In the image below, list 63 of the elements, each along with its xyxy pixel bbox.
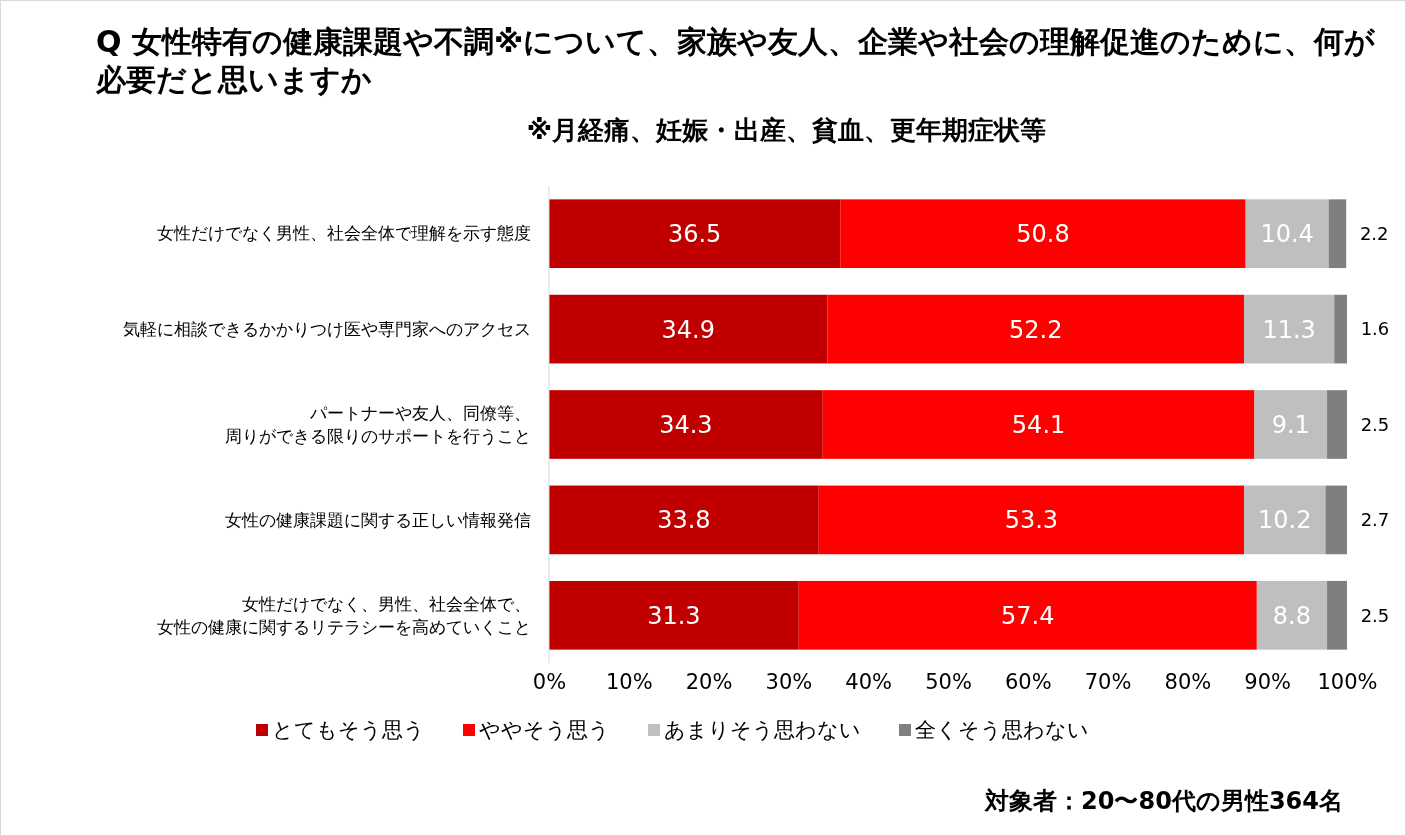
bar (1327, 390, 1347, 459)
y-tick-label: 気軽に相談できるかかりつけ医や専門家へのアクセス (123, 319, 531, 339)
data-label: 34.9 (661, 315, 715, 344)
bar (549, 199, 841, 269)
bar (549, 485, 819, 555)
bar (1327, 580, 1347, 650)
x-tick-label: 20% (685, 670, 733, 695)
bar (840, 199, 1246, 269)
x-tick-label: 30% (765, 670, 813, 695)
data-label: 53.3 (1004, 506, 1059, 535)
x-tick-label: 10% (605, 670, 653, 695)
chart-title: Q 女性特有の健康課題や不調※について、家族や友人、企業や社会の理解促進のために、何が必要だと思いますか (96, 23, 1377, 99)
bar (1245, 199, 1329, 269)
data-label: 34.3 (659, 410, 713, 439)
x-tick-label: 100% (1317, 670, 1378, 695)
y-tick-label: 女性の健康課題に関する正しい情報発信 (225, 510, 531, 530)
text: 対象者：20〜80代の男性364名 (985, 786, 1343, 817)
data-label: 57.4 (1001, 601, 1055, 630)
x-tick-label: 60% (1004, 670, 1052, 695)
bar (1328, 199, 1347, 269)
bar (1254, 390, 1328, 459)
y-tick-label: パートナーや友人、同僚等、周りができる限りのサポートを行うこと (225, 403, 531, 446)
x-tick-label: 70% (1084, 670, 1132, 695)
bar (1244, 485, 1326, 555)
data-label: 10.2 (1258, 506, 1312, 535)
data-label: 54.1 (1011, 410, 1066, 439)
data-label: 36.5 (667, 220, 722, 249)
data-label: 33.8 (657, 506, 711, 535)
bar (1244, 294, 1335, 364)
legend-label: とてもそう思う (272, 718, 425, 743)
data-label: 10.4 (1260, 220, 1314, 249)
data-label: 9.1 (1271, 410, 1310, 439)
data-label: 31.3 (647, 601, 701, 630)
chart-subtitle: ※月経痛、妊娠・出産、貧血、更年期症状等 (525, 114, 1046, 147)
y-tick-label: 女性だけでなく、男性、社会全体で、女性の健康に関するリテラシーを高めていくこと (157, 594, 531, 637)
bar (549, 390, 823, 459)
bar (1334, 294, 1347, 364)
data-label: 2.5 (1360, 604, 1390, 626)
data-label: 2.7 (1360, 509, 1390, 531)
bar (798, 580, 1257, 650)
bar (549, 294, 828, 364)
bar (1325, 485, 1347, 555)
data-label: 8.8 (1272, 601, 1312, 630)
x-tick-label: 40% (845, 670, 893, 695)
data-label: 50.8 (1016, 220, 1070, 249)
bar (818, 485, 1245, 555)
data-label: 52.2 (1009, 315, 1063, 344)
x-tick-label: 50% (925, 670, 972, 695)
legend-label: 全くそう思わない (915, 718, 1089, 743)
bar (549, 580, 799, 650)
legend-label: あまりそう思わない (664, 718, 861, 743)
data-label: 1.6 (1360, 318, 1390, 340)
data-label: 11.3 (1262, 315, 1316, 344)
bar (827, 294, 1245, 364)
x-tick-label: 90% (1244, 670, 1292, 695)
data-label: 2.2 (1359, 223, 1389, 244)
data-label: 2.5 (1360, 413, 1390, 435)
x-tick-label: 80% (1164, 670, 1212, 695)
legend-label: ややそう思う (479, 718, 610, 743)
bar (1256, 580, 1328, 650)
y-tick-label: 女性だけでなく男性、社会全体で理解を示す態度 (157, 224, 531, 244)
bar (822, 390, 1255, 459)
x-tick-label: 0% (532, 670, 567, 695)
